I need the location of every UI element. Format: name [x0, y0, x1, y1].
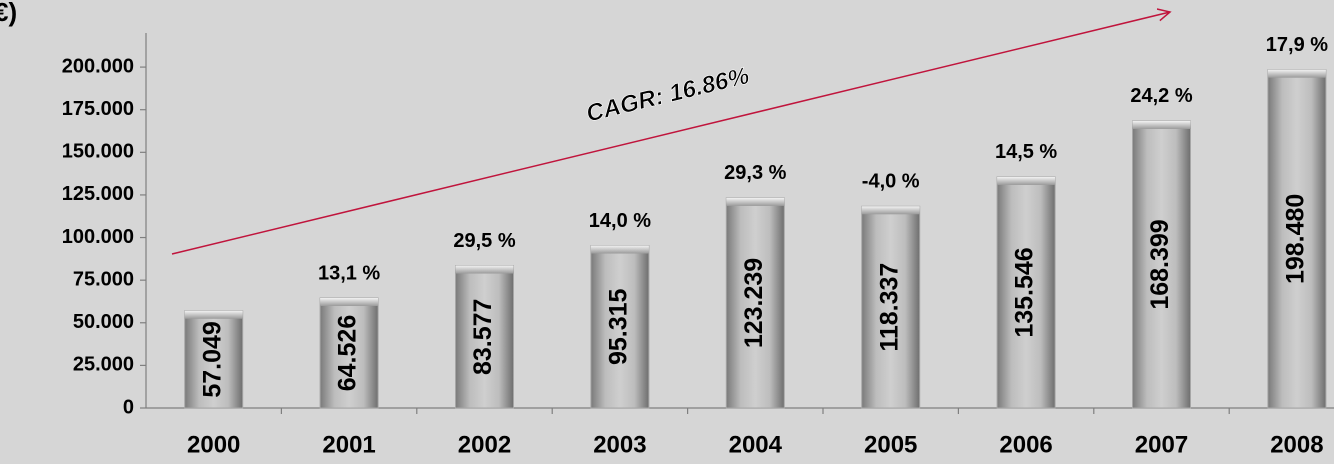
value-label: 118.337 — [875, 263, 903, 352]
cagr-arrow — [171, 12, 1170, 255]
value-label: 57.049 — [198, 321, 226, 397]
bar — [590, 245, 650, 409]
bar — [184, 310, 244, 409]
bar — [319, 297, 379, 409]
cagr-label: CAGR: 16.86% — [584, 62, 752, 127]
x-tick-label: 2007 — [1135, 431, 1188, 458]
bar-cap — [1132, 120, 1191, 129]
value-label: 64.526 — [334, 315, 362, 391]
bar — [725, 197, 785, 409]
y-tick-label: 100.000 — [62, 226, 134, 248]
x-tick-label: 2004 — [729, 431, 783, 458]
y-tick-label: 0 — [123, 396, 134, 418]
bar-cap — [1267, 69, 1326, 78]
x-tick-label: 2005 — [864, 431, 917, 458]
bar — [996, 176, 1056, 409]
x-tick-label: 2003 — [593, 431, 646, 458]
bar-cap — [184, 310, 243, 319]
y-tick-label: 25.000 — [73, 354, 134, 376]
x-tick-label: 2006 — [999, 431, 1052, 458]
y-tick-label: 125.000 — [62, 183, 134, 205]
bar-cap — [861, 206, 920, 215]
y-tick-label: 50.000 — [73, 311, 134, 333]
bar — [1267, 69, 1327, 409]
bar-cap — [455, 265, 514, 274]
x-tick-label: 2001 — [322, 431, 375, 458]
x-tick-label: 2000 — [187, 431, 240, 458]
y-tick-label: 175.000 — [62, 98, 134, 120]
growth-label: -4,0 % — [862, 171, 920, 193]
value-label: 135.546 — [1011, 247, 1039, 337]
growth-label: 29,5 % — [453, 230, 515, 252]
y-axis-label: €) — [0, 0, 17, 27]
bar — [1132, 120, 1191, 409]
growth-label: 17,9 % — [1266, 34, 1328, 56]
x-tick-label: 2002 — [458, 431, 511, 458]
value-label: 95.315 — [605, 288, 633, 365]
value-label: 168.399 — [1146, 219, 1174, 309]
y-tick-label: 75.000 — [73, 268, 134, 290]
bar-cap — [726, 197, 785, 206]
y-tick-label: 150.000 — [62, 141, 134, 163]
bar-cap — [590, 245, 649, 254]
growth-label: 29,3 % — [724, 162, 786, 184]
y-tick-label: 200.000 — [62, 55, 134, 77]
bar — [455, 265, 514, 409]
growth-label: 24,2 % — [1130, 85, 1192, 107]
growth-label: 14,0 % — [589, 210, 651, 232]
x-tick-label: 2008 — [1270, 431, 1323, 458]
growth-label: 14,5 % — [995, 141, 1057, 163]
bar-cap — [320, 298, 379, 307]
value-label: 123.239 — [740, 258, 768, 348]
value-label: 198.480 — [1282, 194, 1310, 284]
value-label: 83.577 — [469, 299, 497, 375]
bar — [861, 205, 921, 409]
bar-cap — [997, 176, 1056, 185]
growth-label: 13,1 % — [318, 262, 380, 284]
